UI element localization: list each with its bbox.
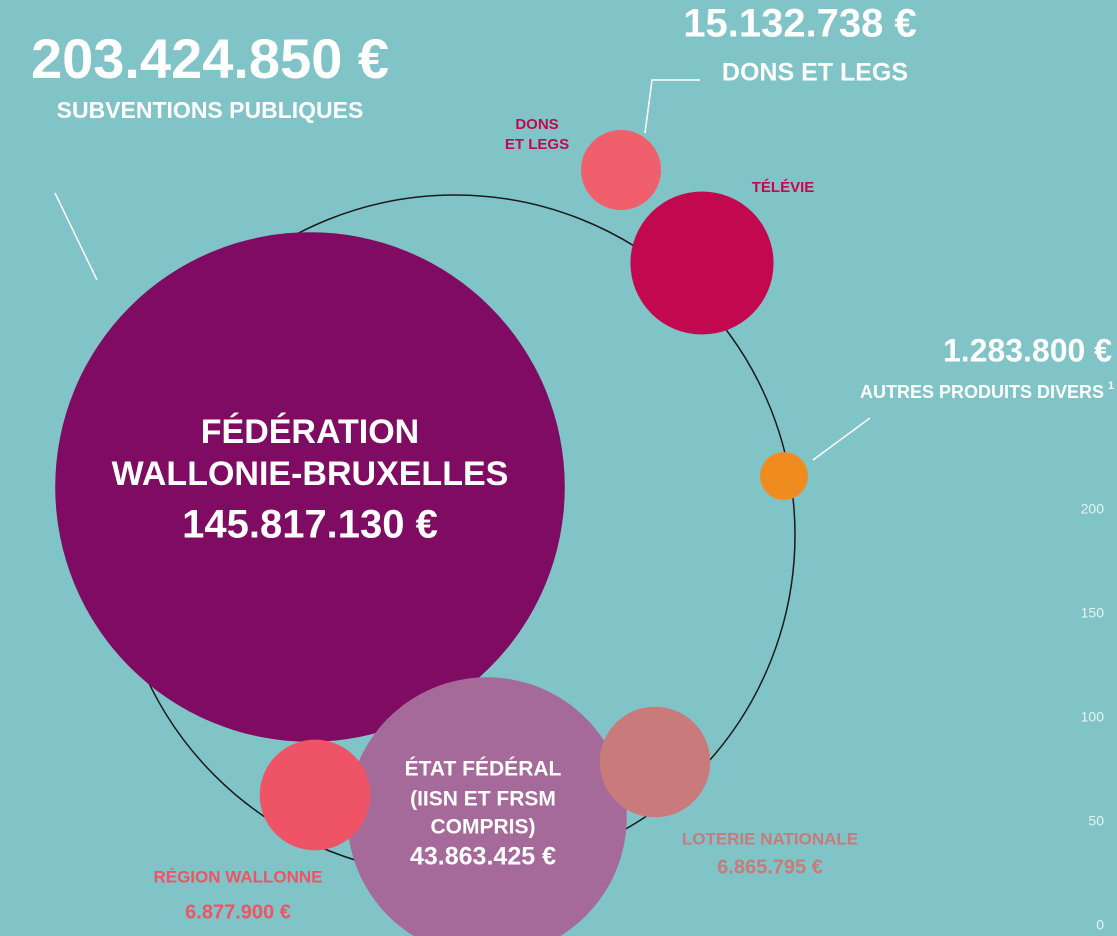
connector [812, 417, 871, 461]
bubble-label: DONS [515, 116, 558, 133]
bubble [760, 452, 808, 500]
footnote-mark: 1 [1108, 380, 1114, 392]
y-tick-label: 0 [1096, 917, 1104, 933]
group-label: DONS ET LEGS [722, 59, 908, 87]
bubble-label: RÉGION WALLONNE [153, 867, 322, 886]
bubble-label: FÉDÉRATION [201, 413, 419, 451]
y-tick-label: 200 [1081, 501, 1105, 517]
bubble-label: (IISN ET FRSM [410, 788, 556, 811]
bubble [259, 739, 371, 851]
bubble-label: ÉTAT FÉDÉRAL [405, 758, 562, 781]
bubble-label: LOTERIE NATIONALE [682, 829, 858, 848]
bubble-value: 6.865.795 € [717, 856, 823, 878]
bubble [55, 232, 565, 742]
connector [54, 192, 98, 281]
y-tick-label: 50 [1088, 813, 1104, 829]
group-value: 1.283.800 € [943, 332, 1112, 368]
bubble [347, 677, 627, 936]
bubble-label: ET LEGS [505, 136, 569, 153]
group-value: 203.424.850 € [31, 27, 389, 90]
group-label: SUBVENTIONS PUBLIQUES [57, 97, 364, 123]
connector [644, 79, 700, 134]
bubble-label: TÉLÉVIE [752, 179, 815, 196]
bubble-value: 43.863.425 € [410, 843, 556, 871]
bubble-value: 6.877.900 € [185, 901, 291, 923]
y-tick-label: 150 [1081, 605, 1105, 621]
y-tick-label: 100 [1081, 709, 1105, 725]
group-value: 15.132.738 € [683, 2, 917, 46]
bubble [580, 129, 662, 211]
bubble-value: 145.817.130 € [182, 503, 438, 547]
bubble-label: COMPRIS) [431, 816, 536, 839]
group-label: AUTRES PRODUITS DIVERS [860, 382, 1104, 402]
bubble [630, 191, 774, 335]
bubble-label: WALLONIE-BRUXELLES [112, 455, 509, 493]
bubble [599, 706, 711, 818]
